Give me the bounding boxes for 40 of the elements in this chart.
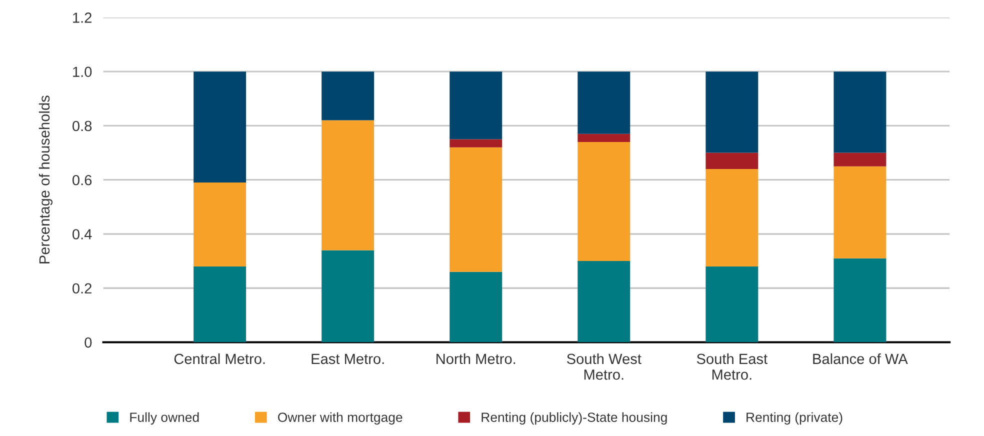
bar — [194, 266, 246, 342]
bar — [578, 142, 630, 262]
y-tick-label: 0.2 — [72, 283, 92, 294]
legend-label: Fully owned — [130, 412, 199, 425]
bar — [450, 72, 502, 140]
bar — [578, 134, 630, 142]
bar — [706, 72, 758, 153]
y-axis-title: Percentage of households — [38, 96, 52, 264]
bar — [578, 72, 630, 134]
y-tick-label: 0.4 — [72, 229, 92, 240]
x-tick-label: Balance of WA — [813, 353, 908, 364]
bar — [834, 258, 886, 342]
bar — [706, 152, 758, 170]
bar — [322, 120, 374, 250]
y-tick-label: 0 — [84, 337, 92, 348]
bar — [578, 261, 630, 342]
bar — [450, 147, 502, 272]
bar — [322, 72, 374, 120]
x-tick-label: Central Metro. — [174, 353, 265, 364]
legend-label: Owner with mortgage — [278, 412, 402, 425]
bar — [706, 169, 758, 266]
bar — [194, 72, 246, 183]
bar — [706, 266, 758, 342]
y-tick-label: 1.0 — [73, 66, 92, 78]
y-tick-label: 0.8 — [72, 120, 92, 132]
bar — [322, 250, 374, 342]
x-tick-label: South East Metro. — [696, 353, 768, 380]
bar — [194, 182, 246, 266]
legend-label: Renting (publicly)-State housing — [482, 412, 667, 425]
bar — [834, 166, 886, 258]
bar — [450, 139, 502, 148]
y-tick-label: 1.2 — [73, 12, 92, 23]
legend-label: Renting (private) — [746, 412, 842, 425]
x-tick-label: East Metro. — [312, 354, 384, 364]
x-tick-label: North Metro. — [436, 353, 516, 364]
x-tick-label: South West Metro. — [566, 353, 642, 380]
bar — [450, 272, 502, 342]
y-tick-label: 0.6 — [72, 174, 92, 186]
bar — [834, 72, 886, 153]
bar — [834, 152, 886, 166]
